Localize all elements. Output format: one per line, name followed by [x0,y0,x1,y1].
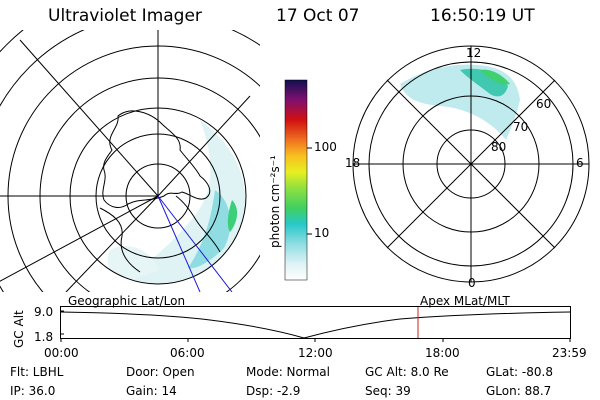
status-glon: GLon: 88.7 [486,384,552,398]
colorbar [284,79,312,281]
timeline-ylabel: GC Alt [12,310,26,348]
date-label: 17 Oct 07 [276,6,360,26]
timeline-tick-1200: 12:00 [298,346,333,360]
aurora-emission-right [400,64,520,140]
mlt-label-18: 18 [345,156,361,170]
status-ip: IP: 36.0 [10,384,56,398]
mlat-label-60: 60 [536,97,552,111]
status-gc-alt: GC Alt: 8.0 Re [365,365,449,379]
status-glat: GLat: -80.8 [486,365,553,379]
timeline-y-bottom: 1.8 [34,330,54,344]
status-filter: Flt: LBHL [10,365,64,379]
mlat-label-80: 80 [491,140,507,154]
status-door: Door: Open [126,365,195,379]
colorbar-unit-label: photon cm⁻²s⁻¹ [268,155,282,248]
mlat-label-70: 70 [513,120,529,134]
status-gain: Gain: 14 [126,384,177,398]
colorbar-tick-100: 100 [314,140,337,154]
timeline-tick-2359: 23:59 [552,346,587,360]
timeline-tick-0000: 00:00 [44,346,79,360]
altitude-curve [60,311,571,339]
altitude-timeline [60,306,571,342]
time-label: 16:50:19 UT [430,6,535,26]
colorbar-tick-10: 10 [314,226,330,240]
mlt-label-12: 12 [466,46,482,60]
timeline-tick-1800: 18:00 [425,346,460,360]
timeline-left-title: Geographic Lat/Lon [68,294,186,308]
geographic-map [0,30,260,292]
polar-plot [352,45,590,283]
timeline-right-title: Apex MLat/MLT [420,294,510,308]
status-mode: Mode: Normal [246,365,330,379]
mlt-label-0: 0 [468,276,476,290]
timeline-tick-0600: 06:00 [170,346,205,360]
colorbar-gradient [284,79,308,281]
status-seq: Seq: 39 [365,384,411,398]
instrument-title: Ultraviolet Imager [48,6,202,26]
mlt-label-6: 6 [576,156,584,170]
timeline-y-top: 9.0 [34,305,54,319]
status-dsp: Dsp: -2.9 [246,384,301,398]
